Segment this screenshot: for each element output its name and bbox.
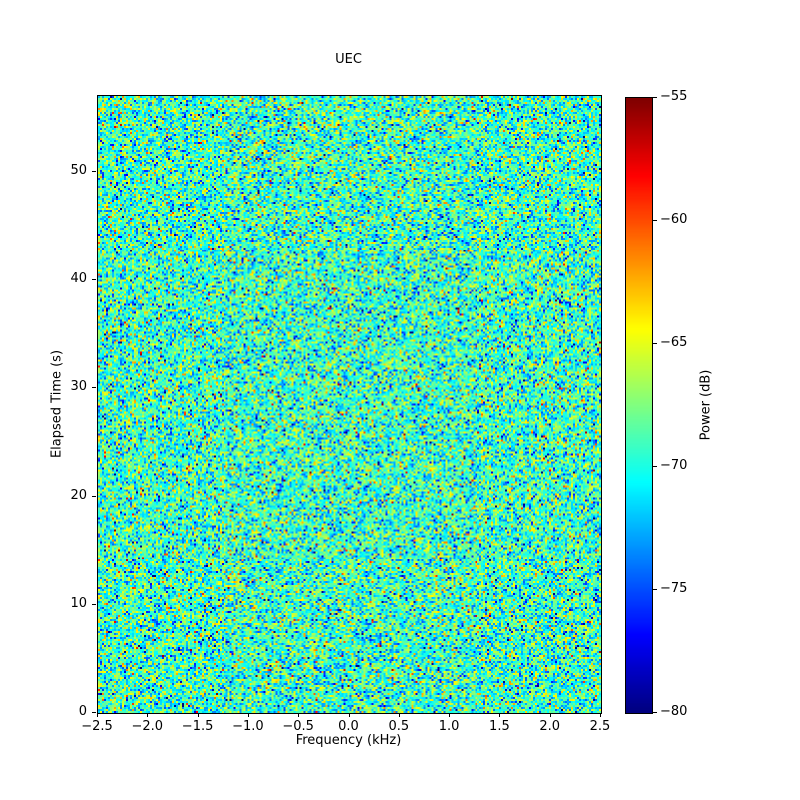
y-tick-mark — [92, 387, 96, 389]
x-tick-label: 2.0 — [539, 719, 561, 734]
x-tick-label: 1.0 — [438, 719, 460, 734]
x-tick-mark — [147, 713, 149, 717]
figure-title: UEC — [335, 52, 362, 67]
x-tick-label: 2.5 — [589, 719, 611, 734]
x-tick-mark — [398, 713, 400, 717]
x-tick-mark — [549, 713, 551, 717]
colorbar — [625, 97, 653, 714]
y-tick-mark — [92, 279, 96, 281]
colorbar-tick-label: −60 — [660, 212, 688, 227]
y-tick-label: 0 — [78, 704, 87, 719]
colorbar-tick-label: −65 — [660, 335, 688, 350]
colorbar-label: Power (dB) — [698, 369, 714, 441]
x-tick-mark — [600, 713, 601, 717]
y-tick-mark — [92, 712, 96, 713]
x-tick-mark — [499, 713, 501, 717]
colorbar-tick-label: −55 — [660, 89, 688, 104]
colorbar-tick-mark — [653, 220, 657, 221]
x-tick-label: −1.0 — [232, 719, 264, 734]
x-tick-mark — [97, 713, 98, 717]
x-tick-label: −0.5 — [282, 719, 314, 734]
x-tick-label: 0.0 — [338, 719, 359, 734]
plot-area — [97, 95, 602, 714]
y-tick-label: 40 — [70, 271, 87, 287]
colorbar-gradient — [626, 98, 652, 713]
y-tick-label: 20 — [70, 487, 87, 503]
spectrogram-heatmap — [98, 96, 601, 713]
x-tick-mark — [449, 713, 451, 717]
colorbar-tick-mark — [653, 97, 657, 98]
y-tick-label: 50 — [70, 162, 87, 178]
y-tick-label: 30 — [70, 379, 87, 395]
colorbar-tick-mark — [653, 712, 657, 713]
x-tick-label: −1.5 — [181, 719, 214, 734]
y-tick-mark — [92, 495, 96, 497]
y-axis-label: Elapsed Time (s) — [49, 349, 65, 459]
colorbar-tick-mark — [653, 589, 657, 590]
colorbar-tick-label: −80 — [660, 704, 688, 719]
colorbar-tick-mark — [653, 343, 657, 344]
x-tick-label: 1.5 — [489, 719, 510, 734]
x-tick-mark — [348, 713, 350, 717]
x-tick-mark — [298, 713, 300, 717]
x-tick-mark — [247, 713, 249, 717]
x-axis-label: Frequency (kHz) — [295, 733, 402, 748]
y-tick-label: 10 — [70, 595, 87, 611]
x-tick-label: −2.5 — [81, 719, 113, 734]
colorbar-tick-mark — [653, 466, 657, 467]
colorbar-tick-label: −75 — [660, 581, 688, 596]
y-tick-mark — [92, 603, 96, 605]
x-tick-label: 0.5 — [388, 719, 410, 734]
x-tick-label: −2.0 — [131, 719, 164, 734]
colorbar-tick-label: −70 — [660, 458, 688, 473]
x-tick-mark — [197, 713, 199, 717]
y-tick-mark — [92, 170, 96, 172]
